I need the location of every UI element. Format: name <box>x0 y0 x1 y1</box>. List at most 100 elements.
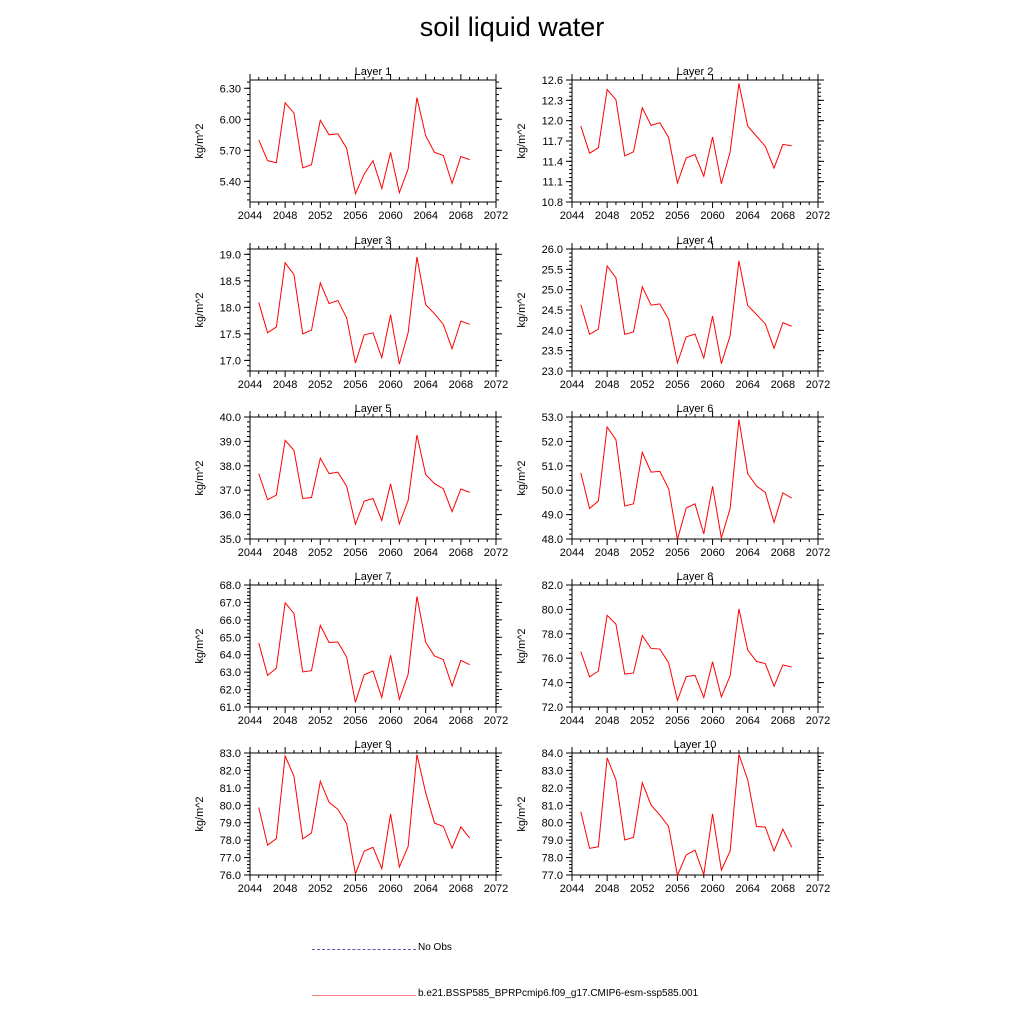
y-tick-label: 80.0 <box>220 800 241 812</box>
panel-title: Layer 2 <box>677 66 714 78</box>
x-tick-label: 2044 <box>238 210 262 222</box>
y-tick-label: 39.0 <box>220 436 241 448</box>
y-tick-label: 48.0 <box>542 534 563 546</box>
y-tick-label: 63.0 <box>220 667 241 679</box>
y-tick-label: 61.0 <box>220 702 241 714</box>
series-line <box>580 260 792 365</box>
y-tick-label: 25.0 <box>542 285 563 297</box>
y-tick-label: 64.0 <box>220 650 241 662</box>
panel-layer-7: Layer 7 kg/m^2 2044 2048 2052 2056 2060 2064 206… <box>194 571 508 727</box>
x-tick-label: 2064 <box>735 210 759 222</box>
y-tick-label: 80.0 <box>542 818 563 830</box>
x-tick-label: 2068 <box>771 547 795 559</box>
y-tick-label: 50.0 <box>542 485 563 497</box>
panel-title: Layer 8 <box>677 571 714 583</box>
panel-layer-6: Layer 6 kg/m^2 2044 2048 2052 2056 2060 2064 206… <box>516 403 830 559</box>
x-tick-label: 2068 <box>449 547 473 559</box>
y-tick-label: 18.5 <box>220 276 241 288</box>
x-tick-label: 2052 <box>308 379 332 391</box>
x-tick-label: 2044 <box>238 547 262 559</box>
x-tick-label: 2052 <box>308 715 332 727</box>
x-tick-label: 2064 <box>413 547 437 559</box>
y-tick-label: 18.0 <box>220 302 241 314</box>
panel-layer-8: Layer 8 kg/m^2 2044 2048 2052 2056 2060 2064 206… <box>516 571 830 727</box>
y-tick-label: 5.40 <box>220 176 241 188</box>
series-line <box>580 754 793 878</box>
y-tick-label: 12.6 <box>542 75 563 87</box>
x-tick-label: 2060 <box>378 883 402 895</box>
y-tick-label: 76.0 <box>220 870 241 882</box>
x-tick-label: 2056 <box>665 379 689 391</box>
x-tick-label: 2056 <box>343 715 367 727</box>
x-tick-label: 2068 <box>449 210 473 222</box>
y-tick-label: 52.0 <box>542 436 563 448</box>
y-tick-label: 24.0 <box>542 325 563 337</box>
y-tick-label: 23.0 <box>542 366 563 378</box>
x-tick-label: 2060 <box>378 547 402 559</box>
y-tick-label: 17.5 <box>220 329 241 341</box>
y-tick-label: 6.00 <box>220 114 241 126</box>
x-tick-label: 2044 <box>238 715 262 727</box>
panel-title: Layer 5 <box>355 403 392 415</box>
y-tick-label: 84.0 <box>542 748 563 760</box>
panel-title: Layer 10 <box>674 739 717 751</box>
x-tick-label: 2068 <box>771 379 795 391</box>
x-tick-label: 2060 <box>378 379 402 391</box>
x-tick-label: 2052 <box>308 210 332 222</box>
legend-label: b.e21.BSSP585_BPRPcmip6.f09_g17.CMIP6-es… <box>418 988 699 999</box>
y-tick-label: 74.0 <box>542 678 563 690</box>
y-tick-label: 17.0 <box>220 355 241 367</box>
x-tick-label: 2052 <box>630 379 654 391</box>
plot-frame <box>571 584 819 708</box>
y-tick-label: 79.0 <box>220 818 241 830</box>
x-tick-label: 2056 <box>665 210 689 222</box>
x-tick-label: 2056 <box>665 547 689 559</box>
y-tick-label: 83.0 <box>542 765 563 777</box>
x-tick-label: 2048 <box>595 883 619 895</box>
panel-title: Layer 9 <box>355 739 392 751</box>
x-tick-label: 2052 <box>630 547 654 559</box>
panel-title: Layer 3 <box>355 235 392 247</box>
y-tick-label: 36.0 <box>220 510 241 522</box>
x-tick-label: 2072 <box>484 883 508 895</box>
y-tick-label: 72.0 <box>542 702 563 714</box>
y-tick-label: 40.0 <box>220 412 241 424</box>
x-tick-label: 2072 <box>484 715 508 727</box>
y-tick-label: 26.0 <box>542 244 563 256</box>
y-tick-label: 19.0 <box>220 249 241 261</box>
x-tick-label: 2056 <box>343 883 367 895</box>
panel-layer-4: Layer 4 kg/m^2 2044 2048 2052 2056 2060 2064 206… <box>516 235 830 391</box>
legend-swatch-dashed <box>312 949 416 950</box>
x-tick-label: 2068 <box>771 883 795 895</box>
series-line <box>580 419 792 540</box>
y-tick-label: 80.0 <box>542 604 563 616</box>
x-tick-label: 2044 <box>560 379 584 391</box>
legend-entry-model: b.e21.BSSP585_BPRPcmip6.f09_g17.CMIP6-es… <box>0 986 1024 1006</box>
y-axis-label: kg/m^2 <box>194 292 206 327</box>
panel-layer-5: Layer 5 kg/m^2 2044 2048 2052 2056 2060 2064 206… <box>194 403 508 559</box>
x-tick-label: 2068 <box>449 379 473 391</box>
plot-frame <box>249 752 497 876</box>
x-tick-label: 2048 <box>273 883 297 895</box>
x-tick-label: 2052 <box>630 883 654 895</box>
y-tick-label: 78.0 <box>542 853 563 865</box>
x-tick-label: 2060 <box>378 210 402 222</box>
y-axis-label: kg/m^2 <box>194 460 206 495</box>
legend-label: No Obs <box>418 942 452 953</box>
x-tick-label: 2048 <box>273 547 297 559</box>
x-tick-label: 2060 <box>378 715 402 727</box>
series-line <box>258 97 470 196</box>
x-tick-label: 2072 <box>484 547 508 559</box>
x-tick-label: 2064 <box>735 883 759 895</box>
x-tick-label: 2052 <box>308 883 332 895</box>
y-tick-label: 77.0 <box>542 870 563 882</box>
x-tick-label: 2072 <box>806 883 830 895</box>
x-tick-label: 2068 <box>449 715 473 727</box>
x-tick-label: 2064 <box>413 715 437 727</box>
x-tick-label: 2048 <box>595 210 619 222</box>
y-tick-label: 82.0 <box>542 580 563 592</box>
x-tick-label: 2060 <box>700 210 724 222</box>
panel-layer-9: Layer 9 kg/m^2 2044 2048 2052 2056 2060 2064 206… <box>194 739 508 895</box>
x-tick-label: 2056 <box>665 715 689 727</box>
panel-layer-1: Layer 1 kg/m^2 2044 2048 2052 2056 2060 2064 206… <box>194 66 508 222</box>
